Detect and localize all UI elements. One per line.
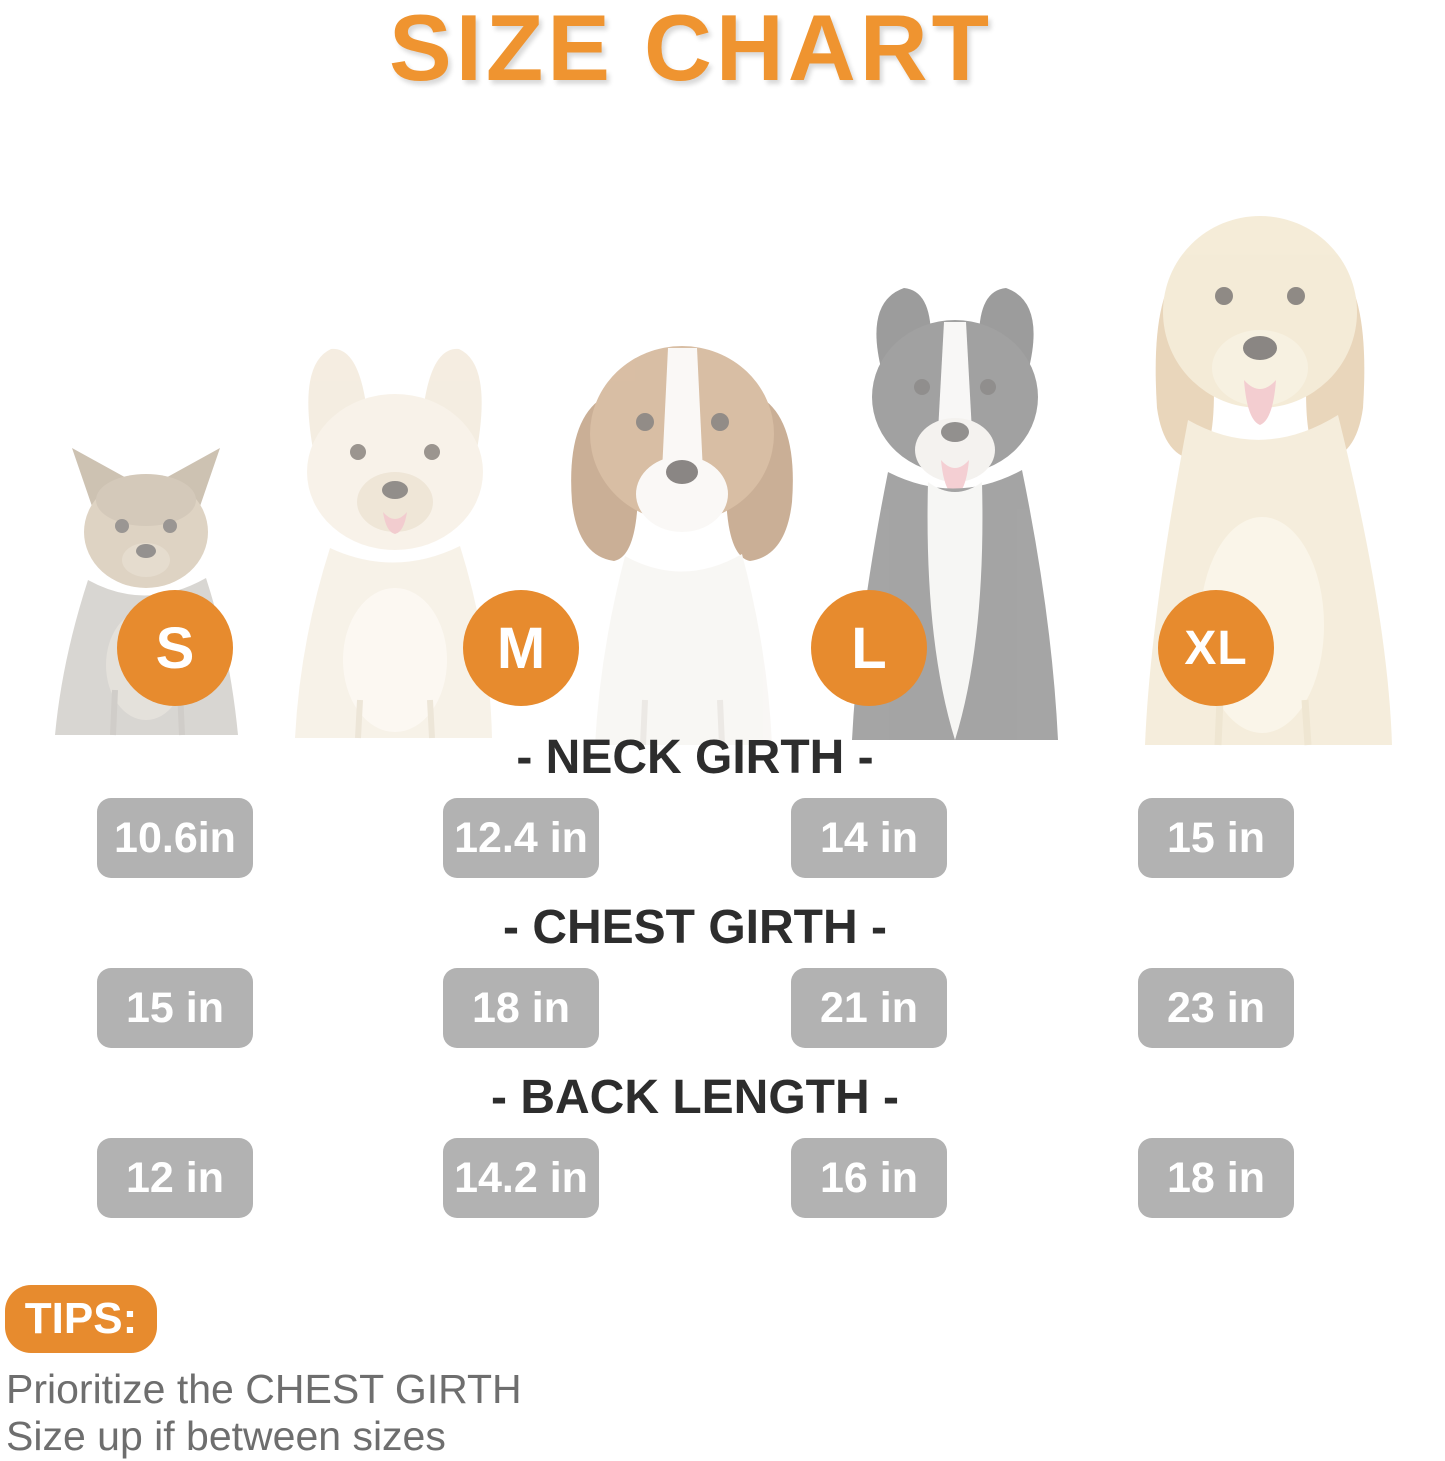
size-badge-l: L — [811, 590, 927, 706]
section-heading-back-length: - BACK LENGTH - — [491, 1071, 899, 1124]
chest-girth-value-m: 18 in — [443, 968, 599, 1048]
neck-girth-value-xl: 15 in — [1138, 798, 1294, 878]
size-badge-xl-label: XL — [1184, 621, 1248, 675]
neck-girth-value-m: 12.4 in — [443, 798, 599, 878]
back-length-value-l: 16 in — [791, 1138, 947, 1218]
section-heading-chest-girth: - CHEST GIRTH - — [503, 901, 887, 954]
tips-line-1: Prioritize the CHEST GIRTH — [6, 1366, 522, 1412]
dog-image-french-bulldog — [295, 348, 492, 739]
back-length-value-xl: 18 in — [1138, 1138, 1294, 1218]
size-badge-m: M — [463, 590, 579, 706]
chest-girth-value-s: 15 in — [97, 968, 253, 1048]
neck-girth-value-l: 14 in — [791, 798, 947, 878]
size-badge-s-label: S — [155, 615, 195, 681]
tips-badge-label: TIPS: — [24, 1294, 138, 1343]
size-badge-m-label: M — [496, 615, 546, 681]
back-length-value-m: 14.2 in — [443, 1138, 599, 1218]
tips-text: Prioritize the CHEST GIRTH Size up if be… — [6, 1366, 706, 1460]
page-title: SIZE CHART — [389, 0, 993, 100]
chest-girth-value-xl: 23 in — [1138, 968, 1294, 1048]
tips-line-2: Size up if between sizes — [6, 1413, 446, 1459]
chest-girth-value-l: 21 in — [791, 968, 947, 1048]
dog-image-beagle — [571, 346, 793, 746]
tips-badge: TIPS: — [5, 1285, 157, 1353]
section-heading-neck-girth: - NECK GIRTH - — [516, 731, 874, 784]
size-badge-l-label: L — [851, 615, 887, 681]
back-length-value-s: 12 in — [97, 1138, 253, 1218]
size-badge-xl: XL — [1158, 590, 1274, 706]
size-badge-s: S — [117, 590, 233, 706]
neck-girth-value-s: 10.6in — [97, 798, 253, 878]
